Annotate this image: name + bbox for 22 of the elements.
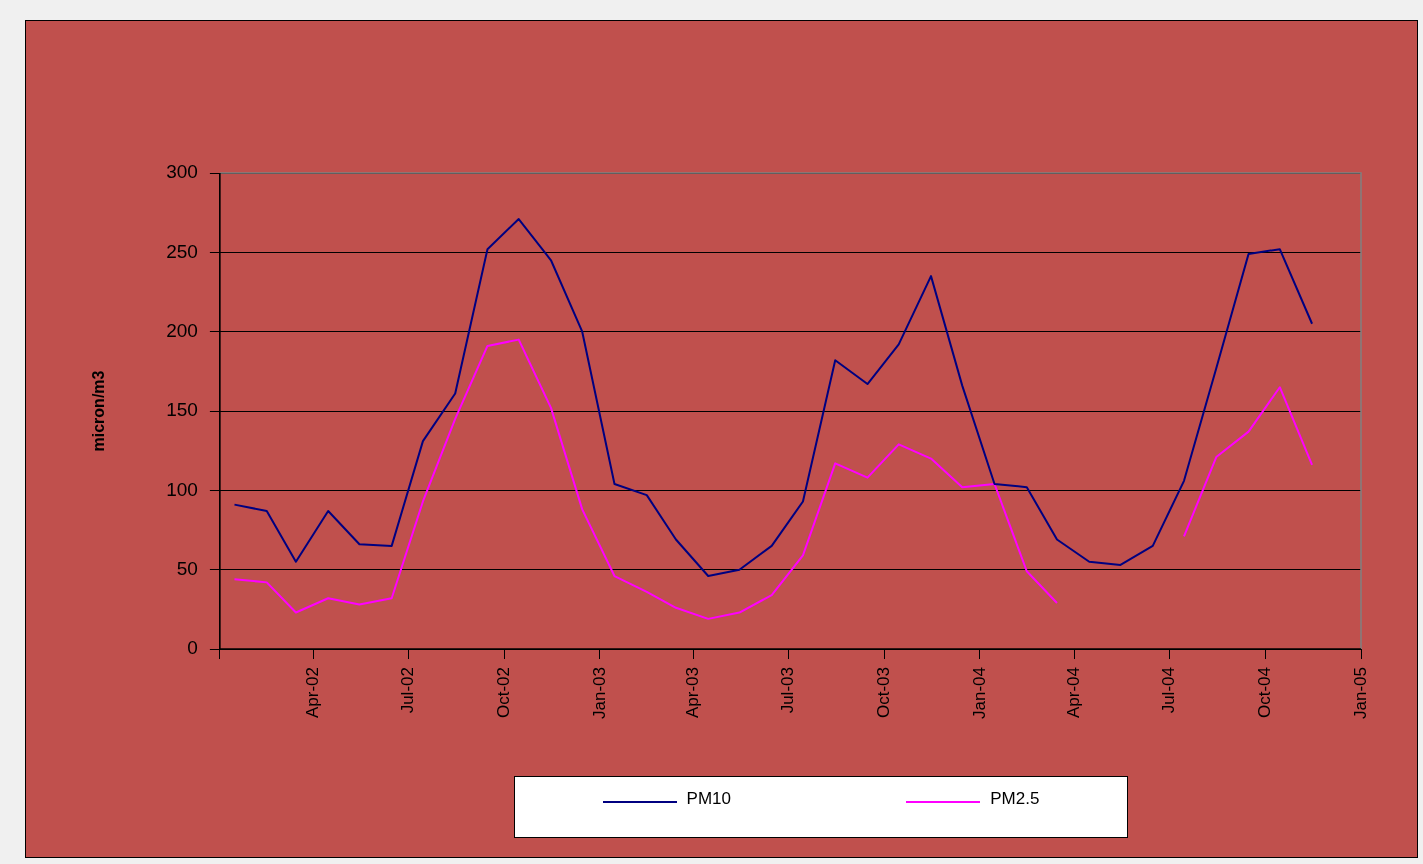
- x-tick-label: Jul-03: [778, 667, 798, 714]
- y-tick-label: 50: [176, 557, 198, 579]
- x-tick-label: Oct-02: [493, 667, 513, 719]
- x-tick-label: Apr-04: [1064, 667, 1084, 719]
- y-axis-title: micron/m3: [90, 370, 108, 452]
- y-tick-label: 250: [166, 240, 198, 262]
- x-tick-label: Jul-04: [1159, 667, 1179, 714]
- y-tick-label: 100: [166, 478, 198, 500]
- legend-label: PM2.5: [990, 789, 1040, 809]
- y-tick-label: 150: [166, 399, 198, 421]
- x-tick-label: Jul-02: [398, 667, 418, 714]
- x-tick-label: Jan-05: [1350, 667, 1370, 719]
- y-tick-label: 300: [166, 161, 198, 183]
- x-tick-label: Apr-02: [303, 667, 323, 719]
- legend-label: PM10: [686, 789, 732, 809]
- x-tick-label: Jan-04: [969, 667, 989, 719]
- x-tick-label: Oct-04: [1254, 667, 1274, 719]
- x-tick-label: Oct-03: [873, 667, 893, 719]
- x-tick-label: Apr-03: [683, 667, 703, 719]
- y-tick-label: 200: [166, 319, 198, 341]
- x-tick-label: Jan-03: [589, 667, 609, 719]
- y-tick-label: 0: [187, 637, 198, 659]
